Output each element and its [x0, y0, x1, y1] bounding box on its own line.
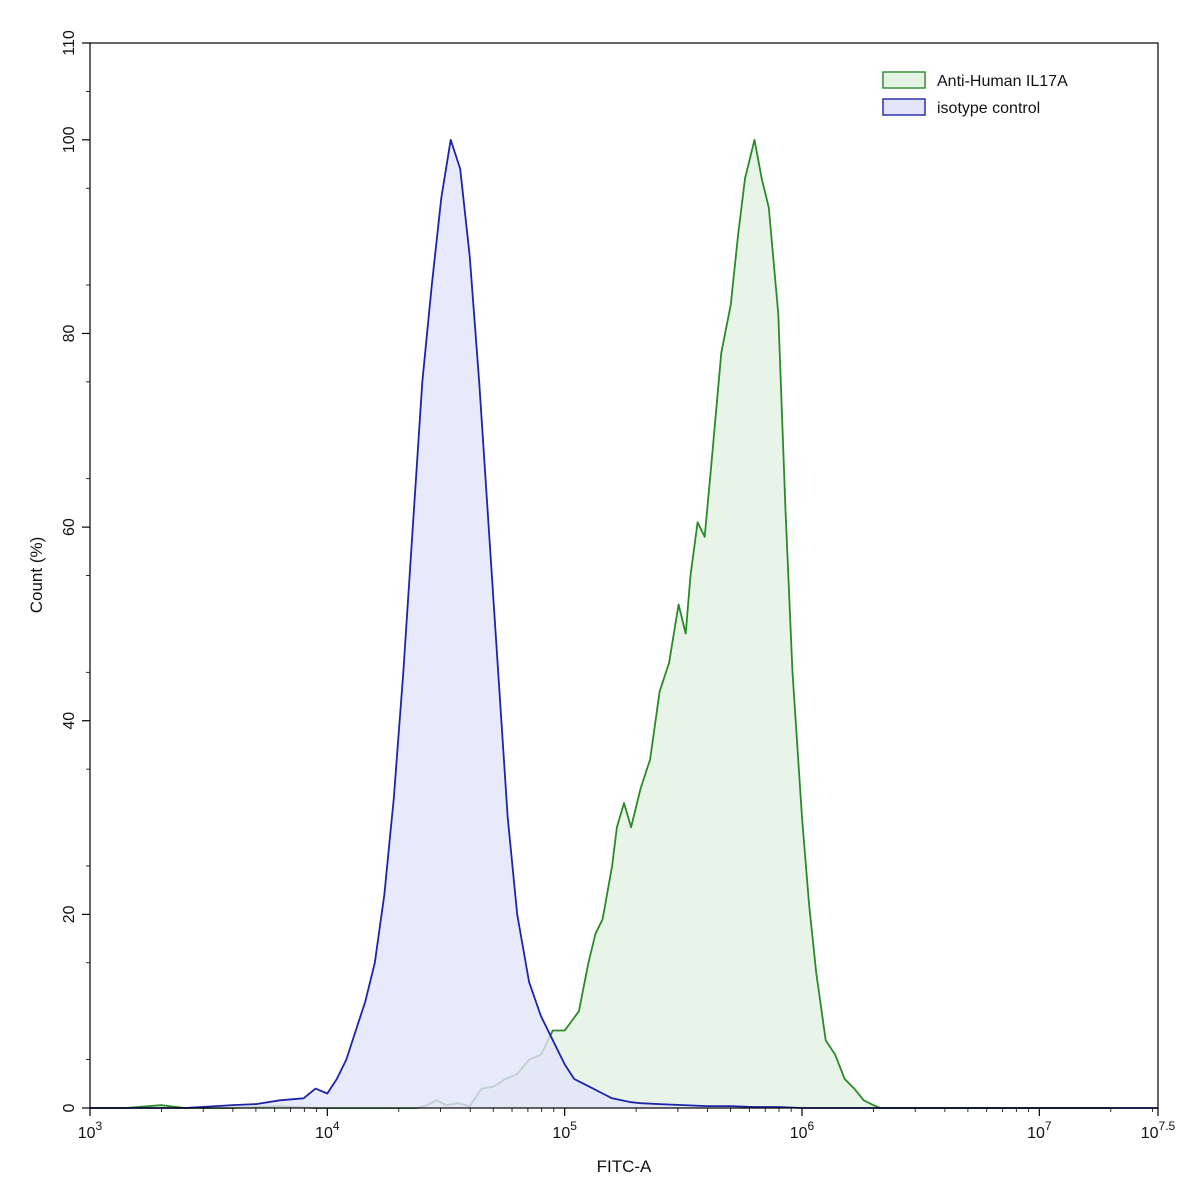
x-tick-label: 105 [552, 1119, 577, 1142]
y-tick-label: 110 [61, 30, 78, 56]
x-tick-label: 107.5 [1141, 1119, 1176, 1142]
legend-swatch [882, 71, 926, 89]
y-tick-label: 100 [61, 126, 78, 153]
legend: Anti-Human IL17A isotype control [882, 71, 1068, 117]
y-tick-label: 60 [61, 518, 78, 536]
y-tick-label: 80 [61, 324, 78, 342]
ticks-layer: 103 104 105 106 107 107.5 0 20 40 60 80 100 110 [61, 30, 1176, 1142]
series-line-isotype-control [90, 138, 1158, 1109]
y-tick-label: 40 [61, 712, 78, 730]
y-tick-label: 20 [61, 905, 78, 923]
legend-label: isotype control [937, 100, 1040, 117]
x-tick-label: 107 [1027, 1119, 1052, 1142]
y-tick-label: 0 [61, 1103, 78, 1112]
x-axis-title: FITC-A [597, 1157, 652, 1176]
y-axis-title: Count (%) [27, 537, 46, 614]
x-tick-label: 106 [790, 1119, 815, 1142]
x-tick-label: 103 [78, 1119, 103, 1142]
legend-label: Anti-Human IL17A [937, 73, 1068, 90]
x-tick-label: 104 [315, 1119, 340, 1142]
legend-swatch [882, 98, 926, 116]
